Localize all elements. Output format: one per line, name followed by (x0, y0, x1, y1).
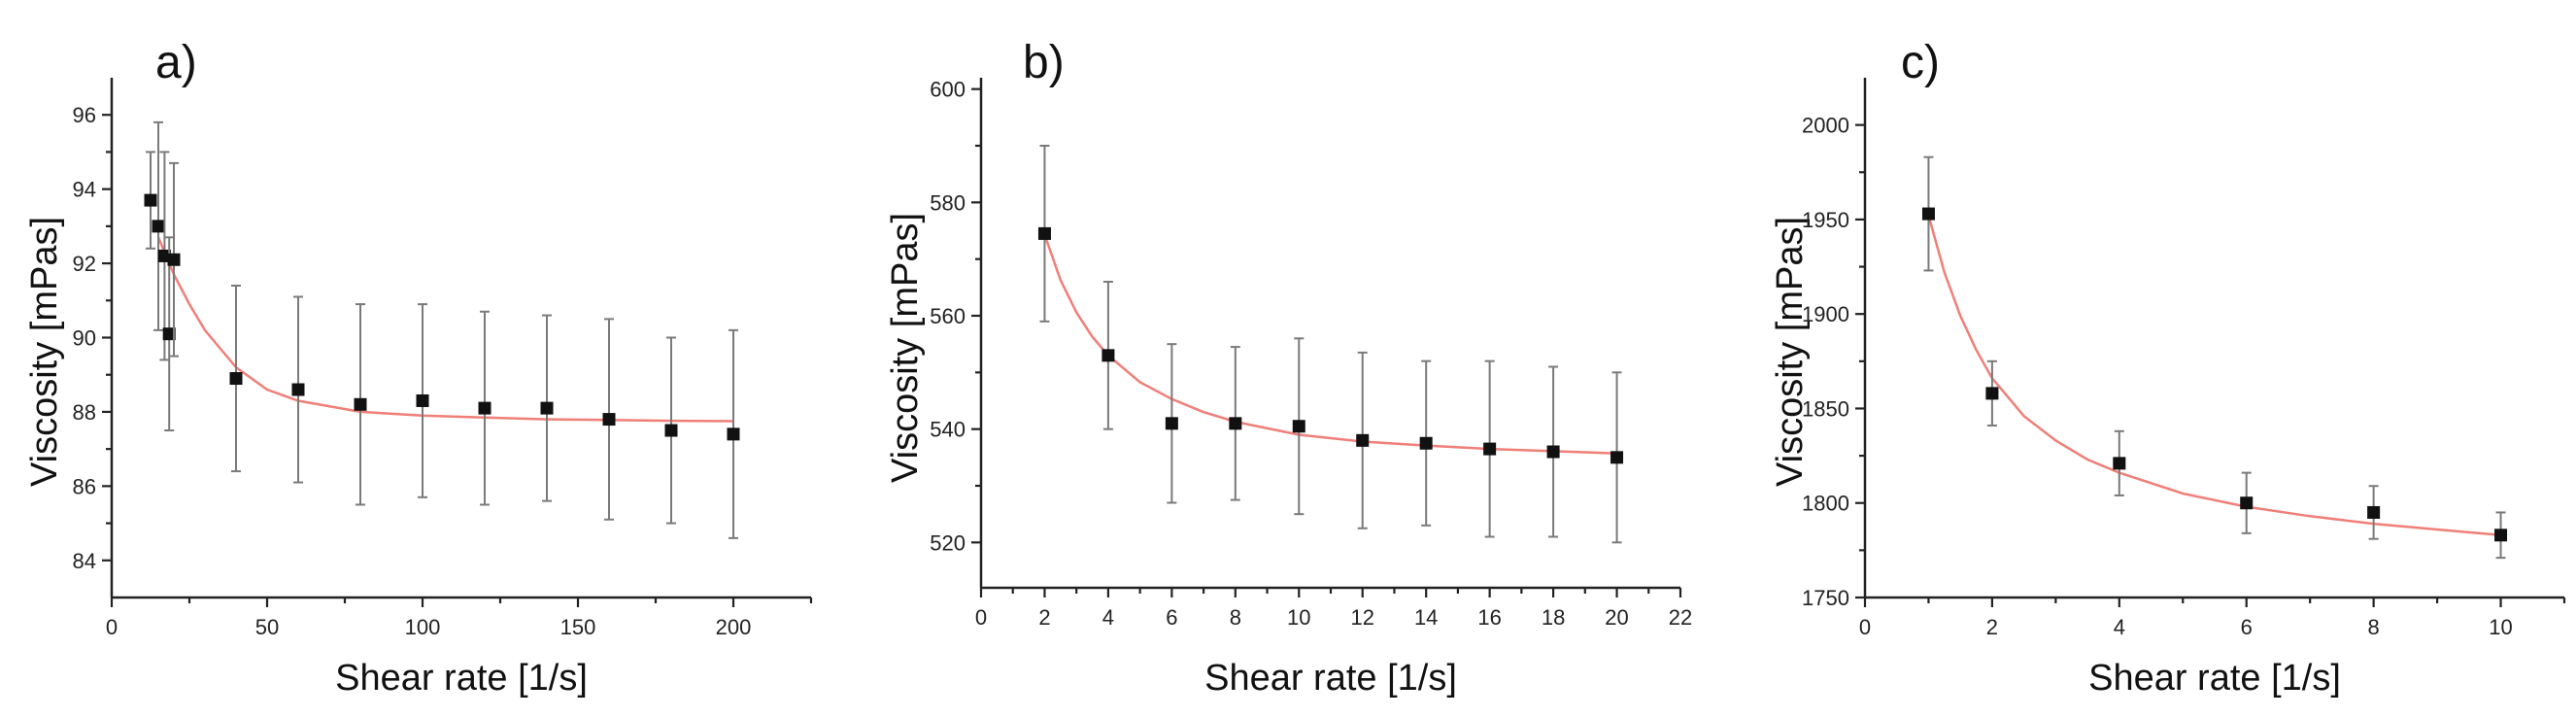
panel-b-xlabel: Shear rate [1/s] (1204, 658, 1457, 699)
panel-a-data-point (144, 193, 157, 207)
panel-c-data-point (2240, 496, 2254, 510)
panel-c-xlabel: Shear rate [1/s] (2088, 658, 2341, 699)
panel-a-x-tick-label: 150 (560, 615, 596, 639)
panel-a-data-point (602, 413, 616, 427)
panel-a-y-tick-label: 94 (73, 178, 96, 202)
panel-a-data-point (416, 393, 429, 407)
chart-panel-b: b) Viscosity [mPas] Shear rate [1/s] 520… (885, 37, 1692, 699)
panel-a-data-point (664, 424, 678, 437)
panel-a-ylabel: Viscosity [mPas] (24, 217, 65, 487)
panel-b-x-tick-label: 2 (1038, 605, 1050, 630)
panel-a-data-point (229, 372, 243, 386)
panel-c-x-tick-label: 10 (2489, 615, 2512, 639)
panel-b-data-point (1292, 420, 1305, 433)
panel-b-data-point (1229, 417, 1242, 430)
panel-a-data-point (152, 220, 165, 233)
panel-c-data-point (2113, 457, 2126, 470)
panel-c-x-tick-label: 2 (1986, 615, 1998, 639)
panel-b-x-tick-label: 0 (975, 605, 987, 630)
panel-b-x-tick-label: 20 (1605, 605, 1628, 630)
panel-a-data-point (167, 253, 181, 266)
panel-b-x-tick-label: 14 (1414, 605, 1438, 630)
panel-b-x-tick-label: 12 (1350, 605, 1373, 630)
panel-a-fit-line (156, 236, 734, 423)
panel-b-fit-line (1043, 234, 1617, 455)
panel-b-label: b) (1023, 37, 1065, 88)
panel-b-x-tick-label: 16 (1477, 605, 1501, 630)
panel-a-y-tick-label: 96 (73, 103, 96, 127)
panel-c-y-tick-label: 2000 (1802, 114, 1849, 138)
panel-c-data-point (2367, 505, 2381, 519)
panel-b-x-tick-label: 6 (1166, 605, 1177, 630)
panel-c-y-tick-label: 1950 (1802, 208, 1849, 232)
panel-c-y-tick-label: 1750 (1802, 586, 1849, 610)
panel-c-x-tick-label: 0 (1859, 615, 1871, 639)
chart-panel-a: a) Viscosity [mPas] Shear rate [1/s] 84 8… (24, 37, 813, 699)
panel-c-data-point (2494, 529, 2508, 542)
panel-b-data-point (1483, 442, 1497, 456)
panel-b-x-tick-label: 18 (1542, 605, 1565, 630)
panel-b-ylabel: Viscosity [mPas] (885, 213, 926, 483)
panel-a-data-point (478, 401, 491, 415)
panel-b-x-tick-label: 22 (1669, 605, 1692, 630)
panel-b-y-tick-label: 600 (930, 78, 966, 102)
panel-a-y-tick-label: 88 (73, 400, 96, 425)
panel-a-data-point (727, 427, 740, 441)
panel-c-fit-line (1927, 215, 2501, 537)
panel-b-x-tick-label: 8 (1230, 605, 1241, 630)
panel-a-data-point (162, 327, 176, 341)
panel-b-data-point (1356, 433, 1370, 447)
panel-a-x-tick-label: 50 (255, 615, 279, 639)
panel-c-y-tick-label: 1900 (1802, 302, 1849, 326)
panel-a-y-tick-label: 86 (73, 474, 96, 498)
panel-c-label: c) (1901, 37, 1940, 88)
panel-c-y-tick-label: 1850 (1802, 396, 1849, 421)
panel-b-y-tick-label: 520 (930, 530, 966, 555)
panel-c-data-point (1921, 207, 1935, 221)
panel-a-y-tick-label: 92 (73, 252, 96, 276)
panel-a-x-tick-label: 0 (106, 615, 118, 639)
panel-c-ylabel: Viscosity [mPas] (1770, 217, 1811, 487)
panel-c-x-tick-label: 8 (2368, 615, 2380, 639)
panel-c-y-tick-label: 1800 (1802, 492, 1849, 516)
panel-c-x-tick-label: 6 (2241, 615, 2253, 639)
panel-b-data-point (1037, 226, 1051, 240)
panel-b-y-tick-label: 560 (930, 304, 966, 328)
panel-b-data-point (1546, 445, 1560, 459)
panel-a-x-tick-label: 100 (405, 615, 441, 639)
panel-b-data-point (1610, 451, 1624, 464)
panel-c-x-tick-label: 4 (2114, 615, 2125, 639)
panel-b-data-point (1102, 349, 1115, 362)
panel-b-x-tick-label: 4 (1102, 605, 1114, 630)
panel-b-data-point (1419, 436, 1433, 450)
chart-panel-c: c) Viscosity [mPas] Shear rate [1/s] 175… (1770, 37, 2566, 699)
panel-a-data-point (291, 383, 305, 396)
panel-a-data-point (540, 401, 554, 415)
panel-a-xlabel: Shear rate [1/s] (335, 658, 588, 699)
panel-b-y-tick-label: 540 (930, 418, 966, 442)
panel-a-x-tick-label: 200 (716, 615, 752, 639)
panel-b-y-tick-label: 580 (930, 190, 966, 215)
panel-a-data-point (354, 397, 367, 411)
panel-b-data-point (1165, 417, 1178, 430)
panel-b-x-tick-label: 10 (1287, 605, 1310, 630)
panel-a-label: a) (155, 37, 197, 88)
panel-a-y-tick-label: 90 (73, 326, 96, 351)
panel-a-y-tick-label: 84 (73, 549, 96, 573)
panel-c-data-point (1985, 387, 1999, 400)
